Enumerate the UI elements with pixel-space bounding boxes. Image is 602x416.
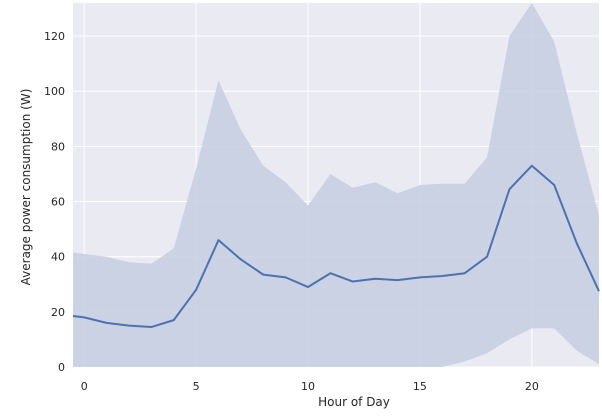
y-tick-labels: 0 20 40 60 80 100 120 bbox=[44, 30, 65, 374]
x-tick-label: 10 bbox=[301, 380, 315, 393]
y-tick-label: 80 bbox=[51, 140, 65, 153]
confidence-band bbox=[73, 3, 599, 367]
x-tick-label: 0 bbox=[81, 380, 88, 393]
y-tick-label: 40 bbox=[51, 251, 65, 264]
x-tick-label: 20 bbox=[525, 380, 539, 393]
y-tick-label: 60 bbox=[51, 196, 65, 209]
series-line bbox=[72, 164, 600, 329]
y-tick-label: 20 bbox=[51, 306, 65, 319]
y-tick-label: 0 bbox=[58, 361, 65, 374]
x-tick-label: 5 bbox=[193, 380, 200, 393]
y-tick-label: 100 bbox=[44, 85, 65, 98]
y-tick-label: 120 bbox=[44, 30, 65, 43]
y-axis-label: Average power consumption (W) bbox=[19, 89, 33, 286]
x-tick-label: 15 bbox=[413, 380, 427, 393]
x-tick-labels: 0 5 10 15 20 bbox=[81, 380, 539, 393]
x-axis-label: Hour of Day bbox=[318, 395, 390, 409]
